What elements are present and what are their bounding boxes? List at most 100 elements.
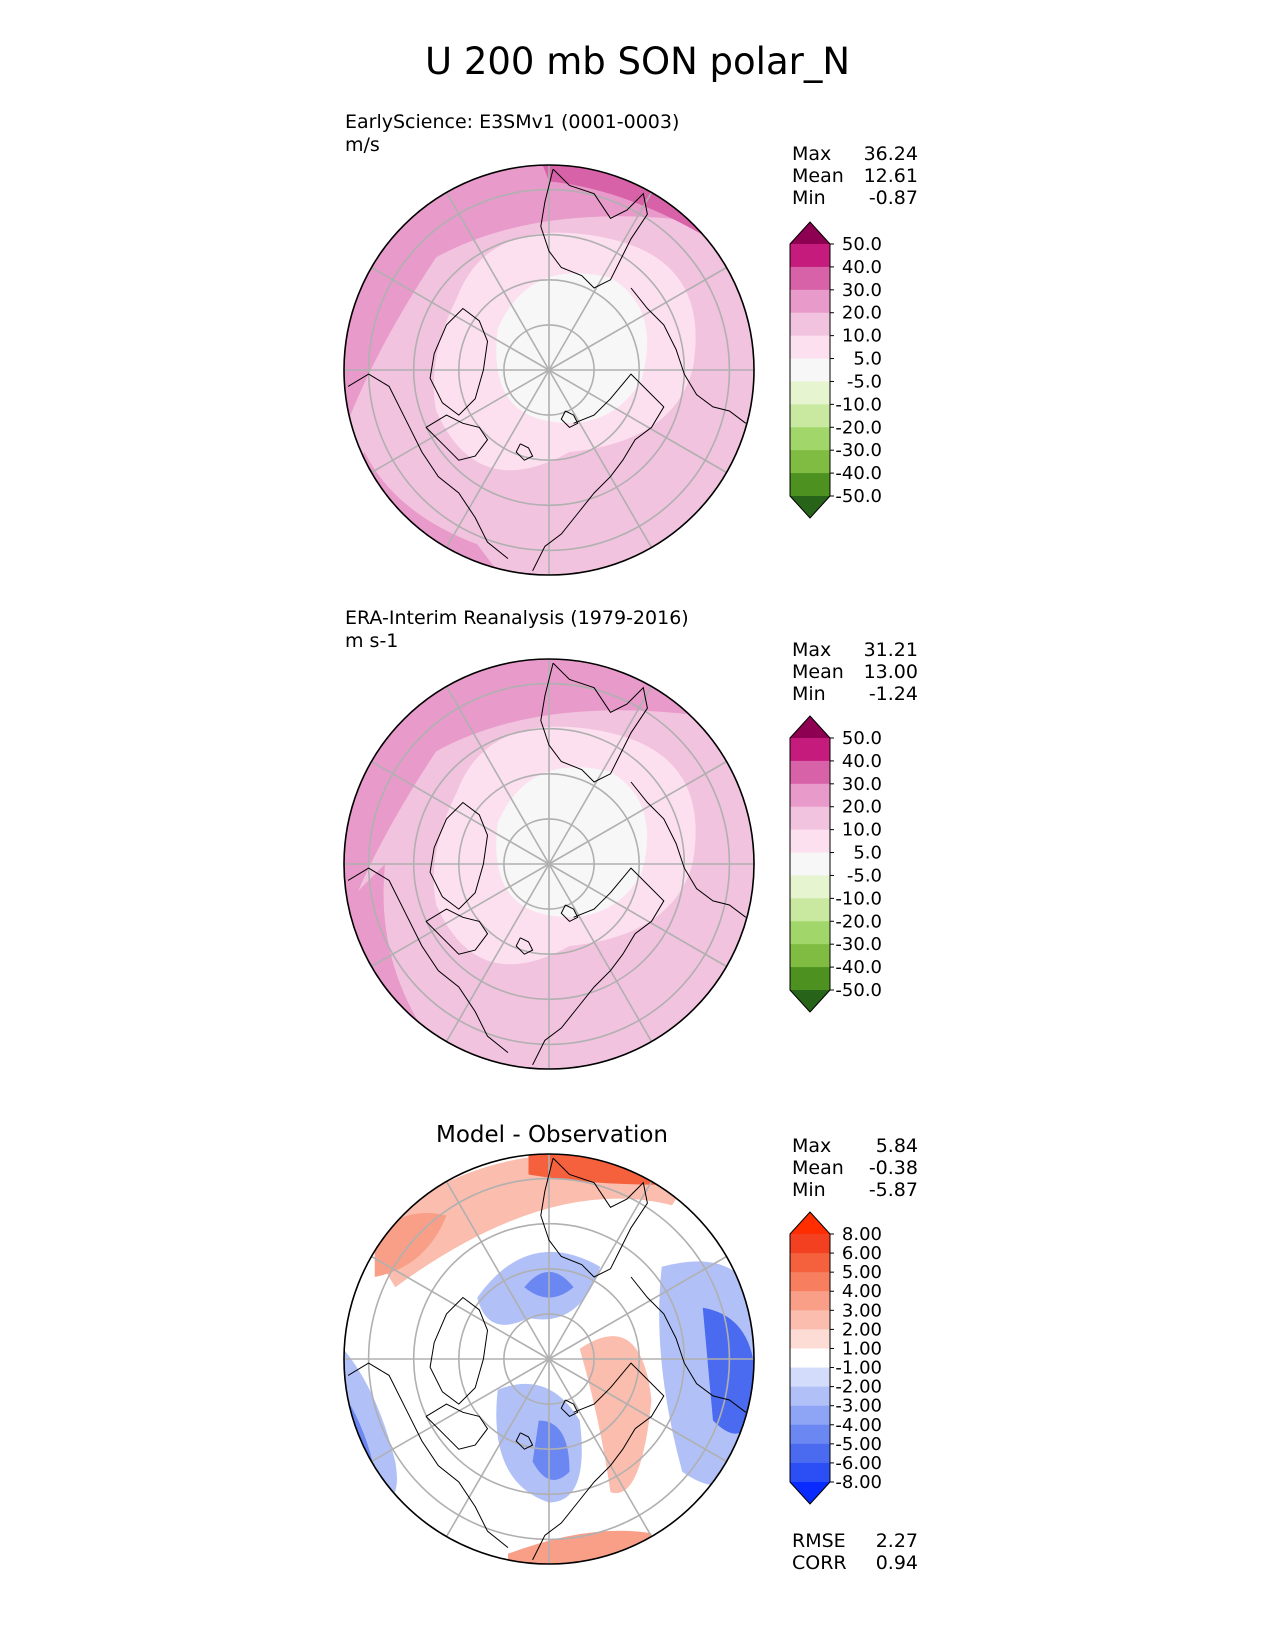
- min-label: Min: [792, 1179, 826, 1201]
- colorbar-tick-label: -20.0: [835, 417, 882, 438]
- coastline: [429, 801, 489, 910]
- map-field: [344, 1154, 754, 1564]
- panel-2-mean-row: Mean 13.00: [792, 661, 918, 683]
- panel-2-max-row: Max 31.21: [792, 639, 918, 661]
- rmse-value: 2.27: [875, 1530, 918, 1552]
- colorbar-tick-label: 50.0: [842, 234, 882, 255]
- meridian-line: [371, 1255, 550, 1360]
- panel-2-units: m s-1: [345, 630, 399, 652]
- contour-fill: [344, 165, 734, 432]
- colorbar-segment: [790, 1348, 830, 1369]
- coastline: [425, 414, 489, 461]
- colorbar-tick-label: 5.0: [853, 843, 882, 864]
- colorbar-extend-bottom: [790, 496, 830, 518]
- max-label: Max: [792, 1135, 832, 1157]
- mean-value: 13.00: [863, 661, 918, 683]
- coastline: [532, 867, 665, 1066]
- colorbar-segment: [790, 1253, 830, 1273]
- coastline: [560, 904, 579, 923]
- colorbar-segment: [790, 1405, 830, 1426]
- map-boundary: [343, 658, 755, 1070]
- coastline: [540, 1157, 648, 1278]
- coastline: [515, 443, 534, 461]
- meridian-line: [371, 760, 550, 865]
- rmse-label: RMSE: [792, 1530, 846, 1552]
- meridian-line: [548, 192, 653, 371]
- coastline: [630, 287, 747, 424]
- min-value: -1.24: [868, 683, 918, 705]
- colorbar-tick-label: -50.0: [835, 980, 882, 1001]
- min-label: Min: [792, 187, 826, 209]
- colorbar-segment: [790, 829, 830, 854]
- meridian-line: [445, 863, 550, 1042]
- map-boundary: [343, 164, 755, 576]
- max-value: 5.84: [875, 1135, 918, 1157]
- colorbar-tick-label: -8.00: [835, 1472, 882, 1493]
- colorbar-tick-label: 10.0: [842, 326, 882, 347]
- contour-fill: [538, 165, 744, 258]
- colorbar-tick-label: -5.0: [847, 865, 882, 886]
- colorbar-tick-label: -4.00: [835, 1415, 882, 1436]
- colorbar-segment: [790, 289, 830, 314]
- colorbar-segment: [790, 358, 830, 383]
- colorbar-tick-label: -5.0: [847, 371, 882, 392]
- colorbar-segment: [790, 1386, 830, 1407]
- colorbar-segment: [790, 1424, 830, 1445]
- coastline: [630, 781, 747, 918]
- contour-fill: [364, 1154, 693, 1288]
- mean-value: -0.38: [868, 1157, 918, 1179]
- corr-row: CORR 0.94: [792, 1552, 918, 1574]
- corr-label: CORR: [792, 1552, 847, 1574]
- coastline: [347, 373, 509, 559]
- colorbar-segment: [790, 450, 830, 474]
- colorbar-segment: [790, 335, 830, 360]
- meridian-line: [548, 1358, 653, 1537]
- colorbar-tick-label: 8.00: [842, 1224, 882, 1245]
- meridian-line: [548, 686, 653, 865]
- mean-value: 12.61: [863, 165, 918, 187]
- panel-2-title: ERA-Interim Reanalysis (1979-2016): [345, 607, 689, 629]
- max-label: Max: [792, 639, 832, 661]
- colorbar-tick-label: 2.00: [842, 1319, 882, 1340]
- colorbar-tick-label: 1.00: [842, 1338, 882, 1359]
- mean-label: Mean: [792, 165, 844, 187]
- contour-fill: [344, 1338, 397, 1499]
- max-value: 36.24: [863, 143, 918, 165]
- coastline: [532, 1362, 665, 1561]
- meridian-line: [548, 1181, 653, 1360]
- colorbar-segment: [790, 783, 830, 808]
- panel-1-title: EarlyScience: E3SMv1 (0001-0003): [345, 111, 680, 133]
- min-label: Min: [792, 683, 826, 705]
- colorbar-tick-label: 3.00: [842, 1300, 882, 1321]
- colorbar-tick-label: -40.0: [835, 463, 882, 484]
- colorbar-extend-bottom: [790, 1482, 830, 1504]
- contour-fill: [374, 1212, 447, 1277]
- colorbar-tick-label: -1.00: [835, 1358, 882, 1379]
- panel-1-mean-row: Mean 12.61: [792, 165, 918, 187]
- colorbar-tick-label: 40.0: [842, 751, 882, 772]
- meridian-line: [445, 686, 550, 865]
- colorbar-segment: [790, 1462, 830, 1483]
- coastline: [532, 373, 665, 572]
- coastline: [540, 168, 648, 289]
- colorbar-segment: [790, 806, 830, 831]
- colorbar-tick-label: 20.0: [842, 303, 882, 324]
- colorbar-tick-label: -30.0: [835, 934, 882, 955]
- colorbar-segment: [790, 1329, 830, 1350]
- colorbar-tick-label: -10.0: [835, 394, 882, 415]
- colorbar-segment: [790, 427, 830, 451]
- colorbar-tick-label: 40.0: [842, 257, 882, 278]
- panel-3-max-row: Max 5.84: [792, 1135, 918, 1157]
- colorbar-segment: [790, 852, 830, 877]
- meridian-line: [548, 1358, 727, 1463]
- contour-fill: [528, 1154, 662, 1185]
- colorbar-segment: [790, 404, 830, 428]
- colorbar-segment: [790, 875, 830, 899]
- meridian-line: [548, 760, 727, 865]
- colorbar-tick-label: 4.00: [842, 1281, 882, 1302]
- contour-fill: [496, 767, 648, 917]
- colorbar-extend-bottom: [790, 990, 830, 1012]
- coastline: [515, 1432, 534, 1450]
- contour-fill: [344, 452, 508, 575]
- colorbar-tick-label: -40.0: [835, 957, 882, 978]
